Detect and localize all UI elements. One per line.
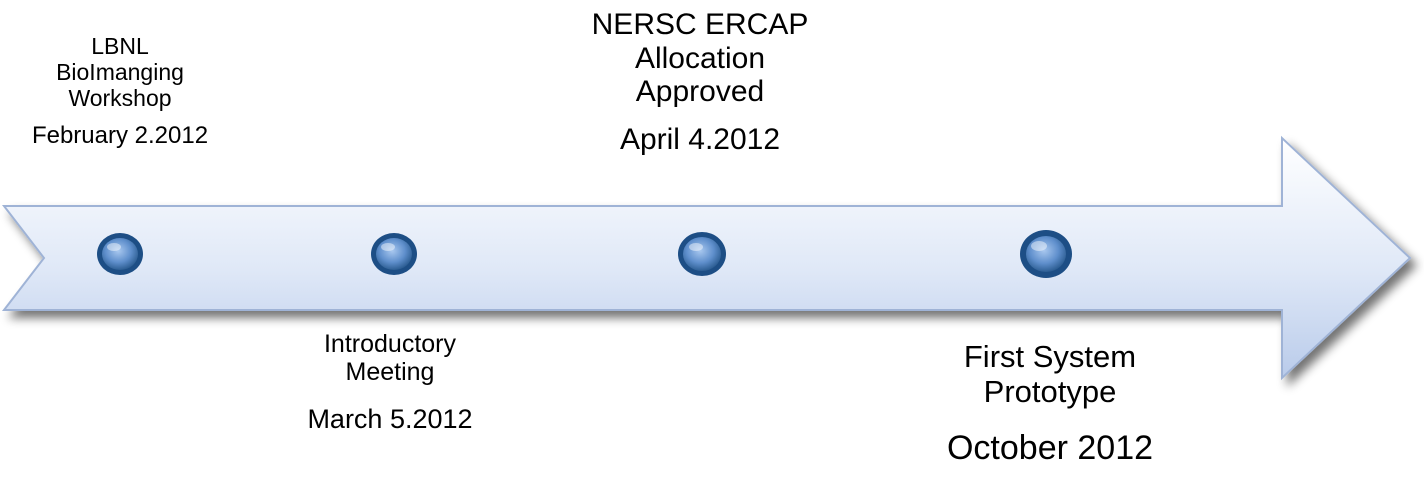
milestone-1-date: February 2.2012 [31, 122, 209, 150]
milestone-1-title: LBNL BioImanging Workshop [56, 33, 184, 111]
milestone-3-title: NERSC ERCAP Allocation Approved [591, 8, 809, 109]
milestone-marker-2 [371, 233, 417, 275]
milestone-2-date: March 5.2012 [307, 404, 473, 434]
milestone-marker-3 [678, 232, 726, 276]
milestone-3-date: April 4.2012 [619, 122, 781, 156]
milestone-4-label: First System Prototype October 2012 [910, 339, 1190, 468]
milestone-1-label: LBNL BioImanging Workshop February 2.201… [10, 33, 230, 150]
milestone-2-title: Introductory Meeting [323, 330, 456, 386]
milestone-marker-1 [97, 233, 143, 275]
milestone-marker-4 [1020, 230, 1072, 278]
milestone-4-date: October 2012 [946, 429, 1154, 468]
milestone-3-label: NERSC ERCAP Allocation Approved April 4.… [560, 8, 840, 156]
milestone-4-title: First System Prototype [963, 339, 1137, 409]
milestone-2-label: Introductory Meeting March 5.2012 [280, 330, 500, 434]
